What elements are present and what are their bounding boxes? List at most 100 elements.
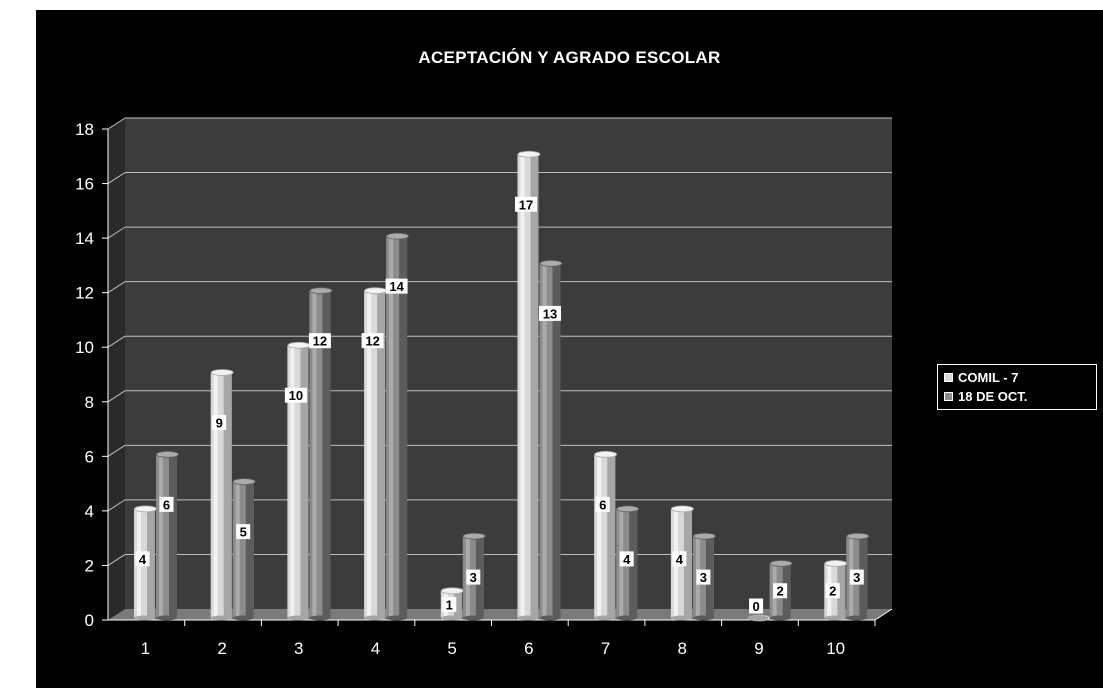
bar-top [156, 450, 179, 458]
bar-highlight [235, 481, 240, 618]
bar-bottom [692, 615, 714, 621]
bar-top [693, 532, 716, 540]
data-label-box [539, 305, 561, 321]
x-tick-label: 8 [678, 639, 687, 658]
bar-shade [147, 508, 155, 618]
bar-top [134, 505, 157, 513]
bar-bottom [616, 615, 638, 621]
x-tick-label: 9 [754, 639, 763, 658]
bar-highlight [159, 454, 163, 618]
bar-bottom [670, 615, 692, 621]
bar [232, 478, 256, 621]
data-label-box [308, 333, 331, 349]
bar-shade [322, 290, 331, 618]
bar [156, 450, 179, 621]
gridline-side [107, 499, 126, 512]
data-label-box [284, 387, 307, 403]
bar-highlight [367, 290, 372, 618]
bar-top [824, 560, 848, 567]
bar-bottom [386, 615, 408, 621]
data-label: 12 [313, 334, 327, 349]
bar-top [616, 505, 640, 513]
bar-bottom [539, 615, 561, 621]
bar-shade [399, 236, 408, 618]
bar-shade [377, 290, 386, 618]
bar-highlight [389, 236, 394, 618]
bar-shade [300, 345, 309, 618]
bar-top [386, 232, 410, 240]
legend-label-series-1: COMIL - 7 [958, 370, 1019, 385]
data-label: 12 [365, 334, 379, 349]
y-tick-label: 0 [85, 611, 94, 630]
bar-bottom [232, 615, 254, 621]
data-label-box [696, 569, 711, 585]
side-wall [108, 118, 125, 620]
legend-swatch-series-1 [944, 373, 953, 382]
bar-bottom [846, 615, 868, 621]
bar-bottom [287, 615, 309, 621]
y-tick-label: 18 [75, 120, 94, 139]
data-label: 3 [700, 570, 707, 585]
bar-bottom [309, 615, 331, 621]
bar-shade [530, 154, 539, 618]
data-label-box [442, 596, 457, 612]
bar-highlight [520, 154, 525, 618]
bar-top [539, 259, 563, 267]
data-label: 5 [240, 525, 247, 540]
data-label: 3 [853, 570, 860, 585]
x-tick-label: 10 [826, 639, 845, 658]
data-label-box [515, 196, 537, 212]
data-label: 10 [289, 388, 303, 403]
bar-top [364, 287, 388, 295]
data-label: 4 [623, 552, 631, 567]
bar-shade [169, 454, 177, 618]
gridline-side [107, 390, 126, 403]
bar-highlight [213, 372, 218, 618]
legend-item-series-2: 18 DE OCT. [944, 387, 1090, 406]
bar-shade [552, 263, 561, 618]
bar [364, 287, 388, 621]
bar-highlight [597, 454, 602, 618]
bar-shade [607, 454, 616, 618]
bar [747, 614, 771, 622]
y-tick-label: 10 [75, 338, 94, 357]
bar-top [440, 587, 464, 595]
y-tick-label: 6 [85, 447, 94, 466]
data-label: 17 [519, 197, 533, 212]
data-label-box [749, 598, 764, 614]
gridline-side [107, 117, 126, 130]
data-label: 14 [389, 279, 404, 294]
y-tick-label: 12 [75, 284, 94, 303]
data-label-box [135, 551, 150, 567]
data-label-box [159, 496, 174, 512]
data-label: 4 [139, 552, 147, 567]
x-tick-label: 6 [524, 639, 533, 658]
bar-highlight [312, 290, 317, 618]
data-label: 1 [446, 597, 453, 612]
bar-highlight [542, 263, 547, 618]
gridline-side [107, 226, 126, 239]
data-label: 6 [163, 497, 170, 512]
y-tick-label: 8 [85, 393, 94, 412]
bar [594, 450, 618, 621]
y-tick-label: 16 [75, 175, 94, 194]
bar-bottom [824, 615, 846, 621]
data-label: 2 [776, 584, 783, 599]
bar [386, 232, 410, 621]
data-label: 4 [676, 552, 684, 567]
data-label: 0 [752, 599, 759, 614]
bar [287, 341, 311, 621]
bar-bottom [134, 615, 155, 621]
bar-bottom [156, 615, 177, 621]
x-tick-label: 1 [141, 639, 150, 658]
data-label: 2 [829, 584, 836, 599]
bar-top [287, 341, 311, 349]
x-tick-label: 4 [371, 639, 380, 658]
data-label: 13 [543, 306, 557, 321]
bar-bottom [747, 615, 769, 621]
data-label: 3 [470, 570, 477, 585]
gridline-side [107, 444, 126, 457]
x-tick-label: 2 [217, 639, 226, 658]
legend-label-series-2: 18 DE OCT. [958, 389, 1028, 404]
gridline-side [107, 335, 126, 348]
